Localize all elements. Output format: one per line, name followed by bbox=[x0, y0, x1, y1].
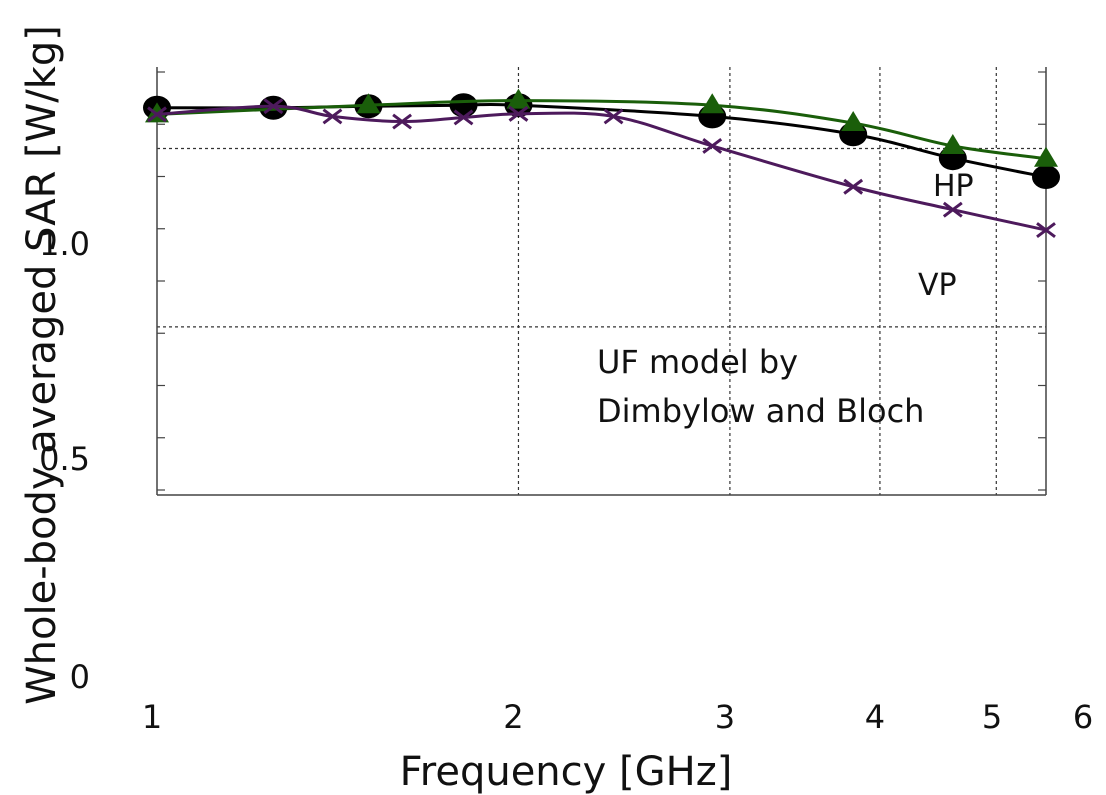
y-tick-label: 0.5 bbox=[39, 440, 90, 478]
data-point-hp bbox=[1032, 165, 1060, 190]
x-tick-label: 4 bbox=[865, 698, 885, 736]
data-point-vp bbox=[322, 108, 343, 125]
series-line-vp bbox=[156, 104, 1047, 232]
data-point-vp bbox=[453, 109, 474, 126]
data-point-vp bbox=[1036, 222, 1056, 238]
grid bbox=[157, 67, 1046, 495]
series-label-vp: VP bbox=[918, 268, 957, 303]
data-point-vp bbox=[942, 201, 963, 218]
data-point-vp bbox=[392, 113, 412, 130]
y-tick-label: 0 bbox=[70, 658, 90, 696]
data-point-triangle bbox=[1034, 146, 1058, 167]
data-point-hp bbox=[449, 93, 478, 118]
series-label-hp: HP bbox=[933, 169, 974, 204]
data-point-vp bbox=[263, 98, 284, 115]
annotation-line-1: UF model by bbox=[597, 343, 798, 381]
data-point-vp bbox=[702, 138, 723, 154]
x-tick-label: 5 bbox=[982, 698, 1002, 736]
data-point-vp bbox=[147, 106, 167, 123]
data-point-vp bbox=[843, 178, 864, 195]
x-tick-label: 1 bbox=[142, 698, 162, 736]
x-axis-label: Frequency [GHz] bbox=[400, 749, 733, 795]
data-point-triangle bbox=[506, 88, 531, 109]
data-point-triangle bbox=[700, 93, 725, 114]
series-line-triangle bbox=[156, 99, 1047, 161]
tick-labels: 1 2 3 4 5 6 0 0.5 1.0 bbox=[39, 225, 1093, 736]
x-tick-label: 3 bbox=[715, 698, 735, 736]
data-point-vp bbox=[508, 105, 529, 122]
x-tick-label: 6 bbox=[1073, 698, 1093, 736]
y-axis-label: Whole-body averaged SAR [W/kg] bbox=[19, 25, 65, 705]
plot-frame bbox=[156, 67, 1047, 496]
data-point-triangle bbox=[356, 93, 381, 114]
x-tick-label: 2 bbox=[503, 698, 523, 736]
data-point-triangle bbox=[940, 133, 965, 154]
annotation-line-2: Dimbylow and Bloch bbox=[597, 392, 924, 430]
y-tick-label: 1.0 bbox=[39, 225, 90, 263]
data-point-triangle bbox=[841, 111, 866, 132]
series-group bbox=[143, 88, 1060, 238]
data-point-vp bbox=[603, 108, 624, 125]
